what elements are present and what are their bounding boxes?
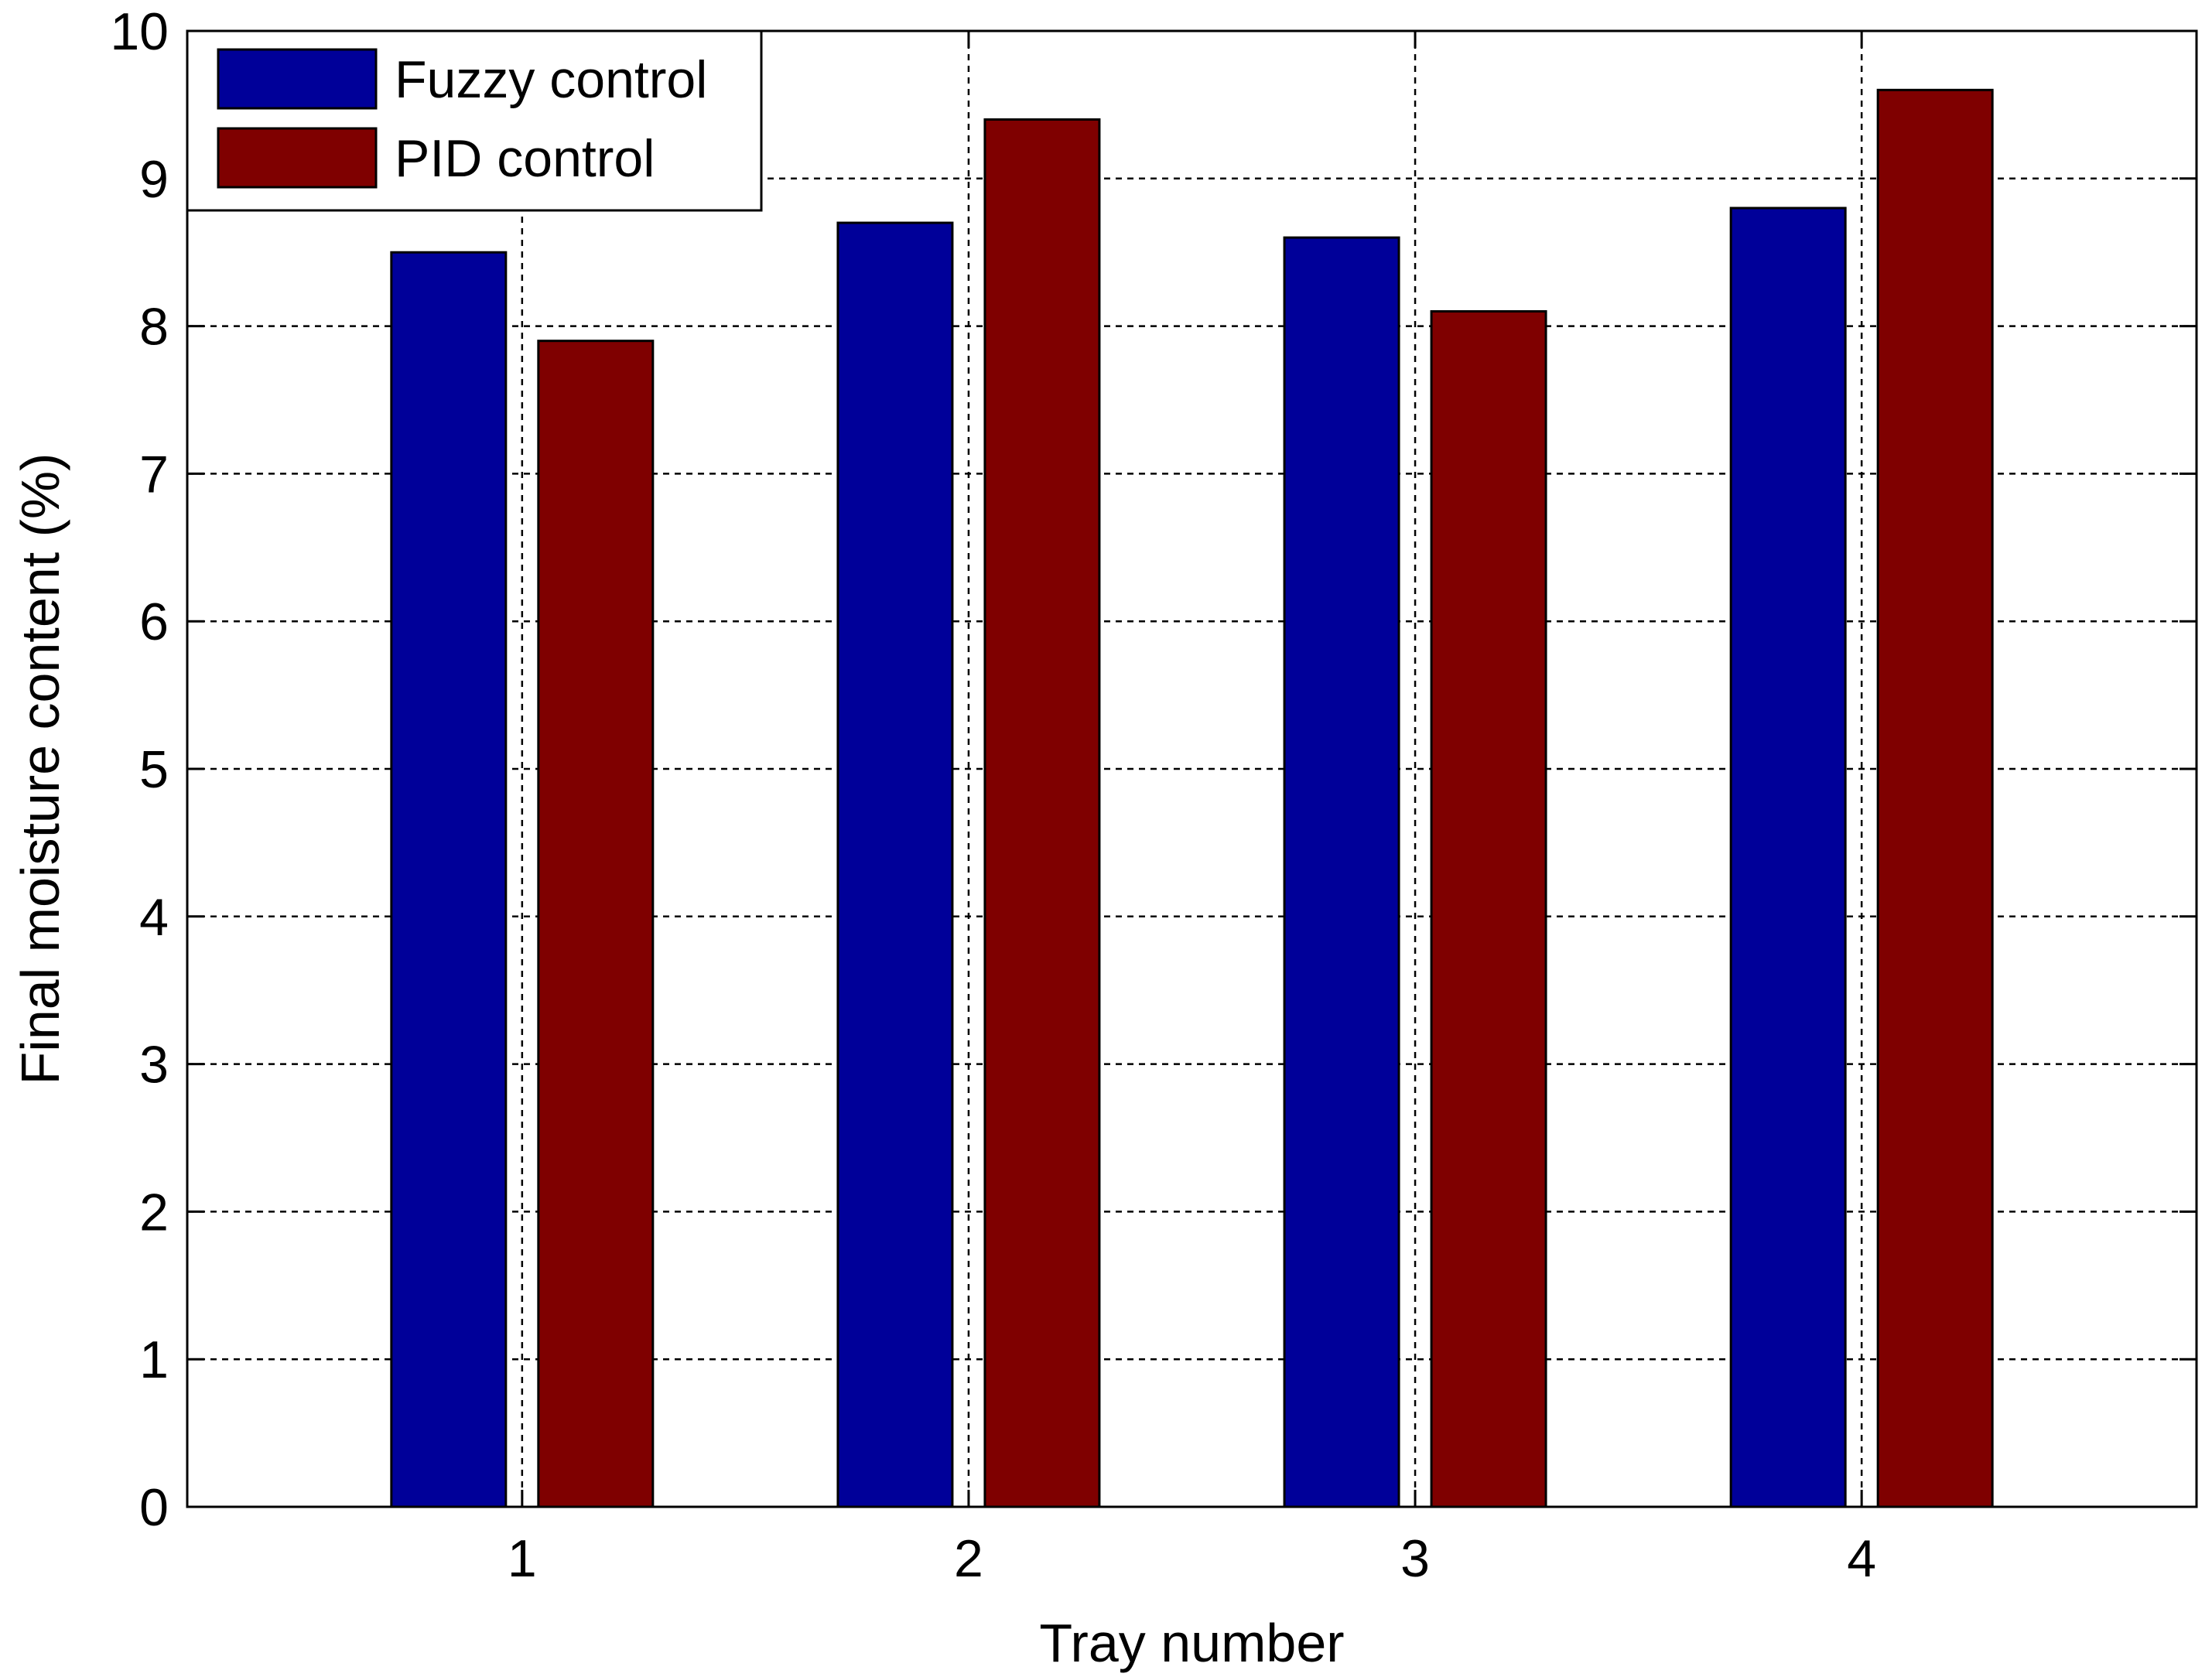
y-tick-label: 9 [139, 150, 169, 209]
y-tick-label: 10 [110, 2, 169, 61]
bar-fuzzy-control-tray-4 [1729, 207, 1847, 1508]
y-tick-label: 6 [139, 593, 169, 651]
y-axis-label: Final moisture content (%) [10, 453, 70, 1085]
y-tick-label: 7 [139, 445, 169, 504]
bar-fuzzy-control-tray-1 [390, 251, 508, 1508]
x-tick-label: 2 [954, 1529, 983, 1588]
legend: Fuzzy control PID control [186, 29, 763, 212]
y-tick-label: 1 [139, 1330, 169, 1389]
bar-fuzzy-control-tray-2 [836, 221, 954, 1508]
axis-ticks: 0 1 2 3 4 5 6 7 8 9 10 1 2 3 4 [110, 2, 2197, 1588]
bar-fuzzy-control-tray-3 [1283, 236, 1400, 1508]
y-tick-label: 2 [139, 1183, 169, 1242]
legend-label-pid-control: PID control [395, 129, 655, 188]
y-tick-label: 0 [139, 1478, 169, 1537]
legend-label-fuzzy-control: Fuzzy control [395, 50, 707, 109]
bar-pid-control-tray-3 [1430, 310, 1547, 1508]
bar-pid-control-tray-1 [537, 340, 655, 1508]
y-tick-label: 3 [139, 1036, 169, 1095]
x-axis-label: Tray number [1039, 1613, 1344, 1673]
x-tick-label: 3 [1400, 1529, 1430, 1588]
y-tick-label: 8 [139, 298, 169, 357]
bar-pid-control-tray-2 [983, 118, 1101, 1508]
y-tick-label: 4 [139, 888, 169, 947]
grid [187, 31, 2197, 1507]
x-tick-label: 4 [1847, 1529, 1876, 1588]
y-tick-label: 5 [139, 740, 169, 799]
legend-swatch-fuzzy-control [217, 48, 378, 110]
bars [390, 88, 1994, 1508]
legend-swatch-pid-control [217, 127, 378, 189]
bar-pid-control-tray-4 [1876, 88, 1994, 1508]
x-tick-label: 1 [508, 1529, 537, 1588]
